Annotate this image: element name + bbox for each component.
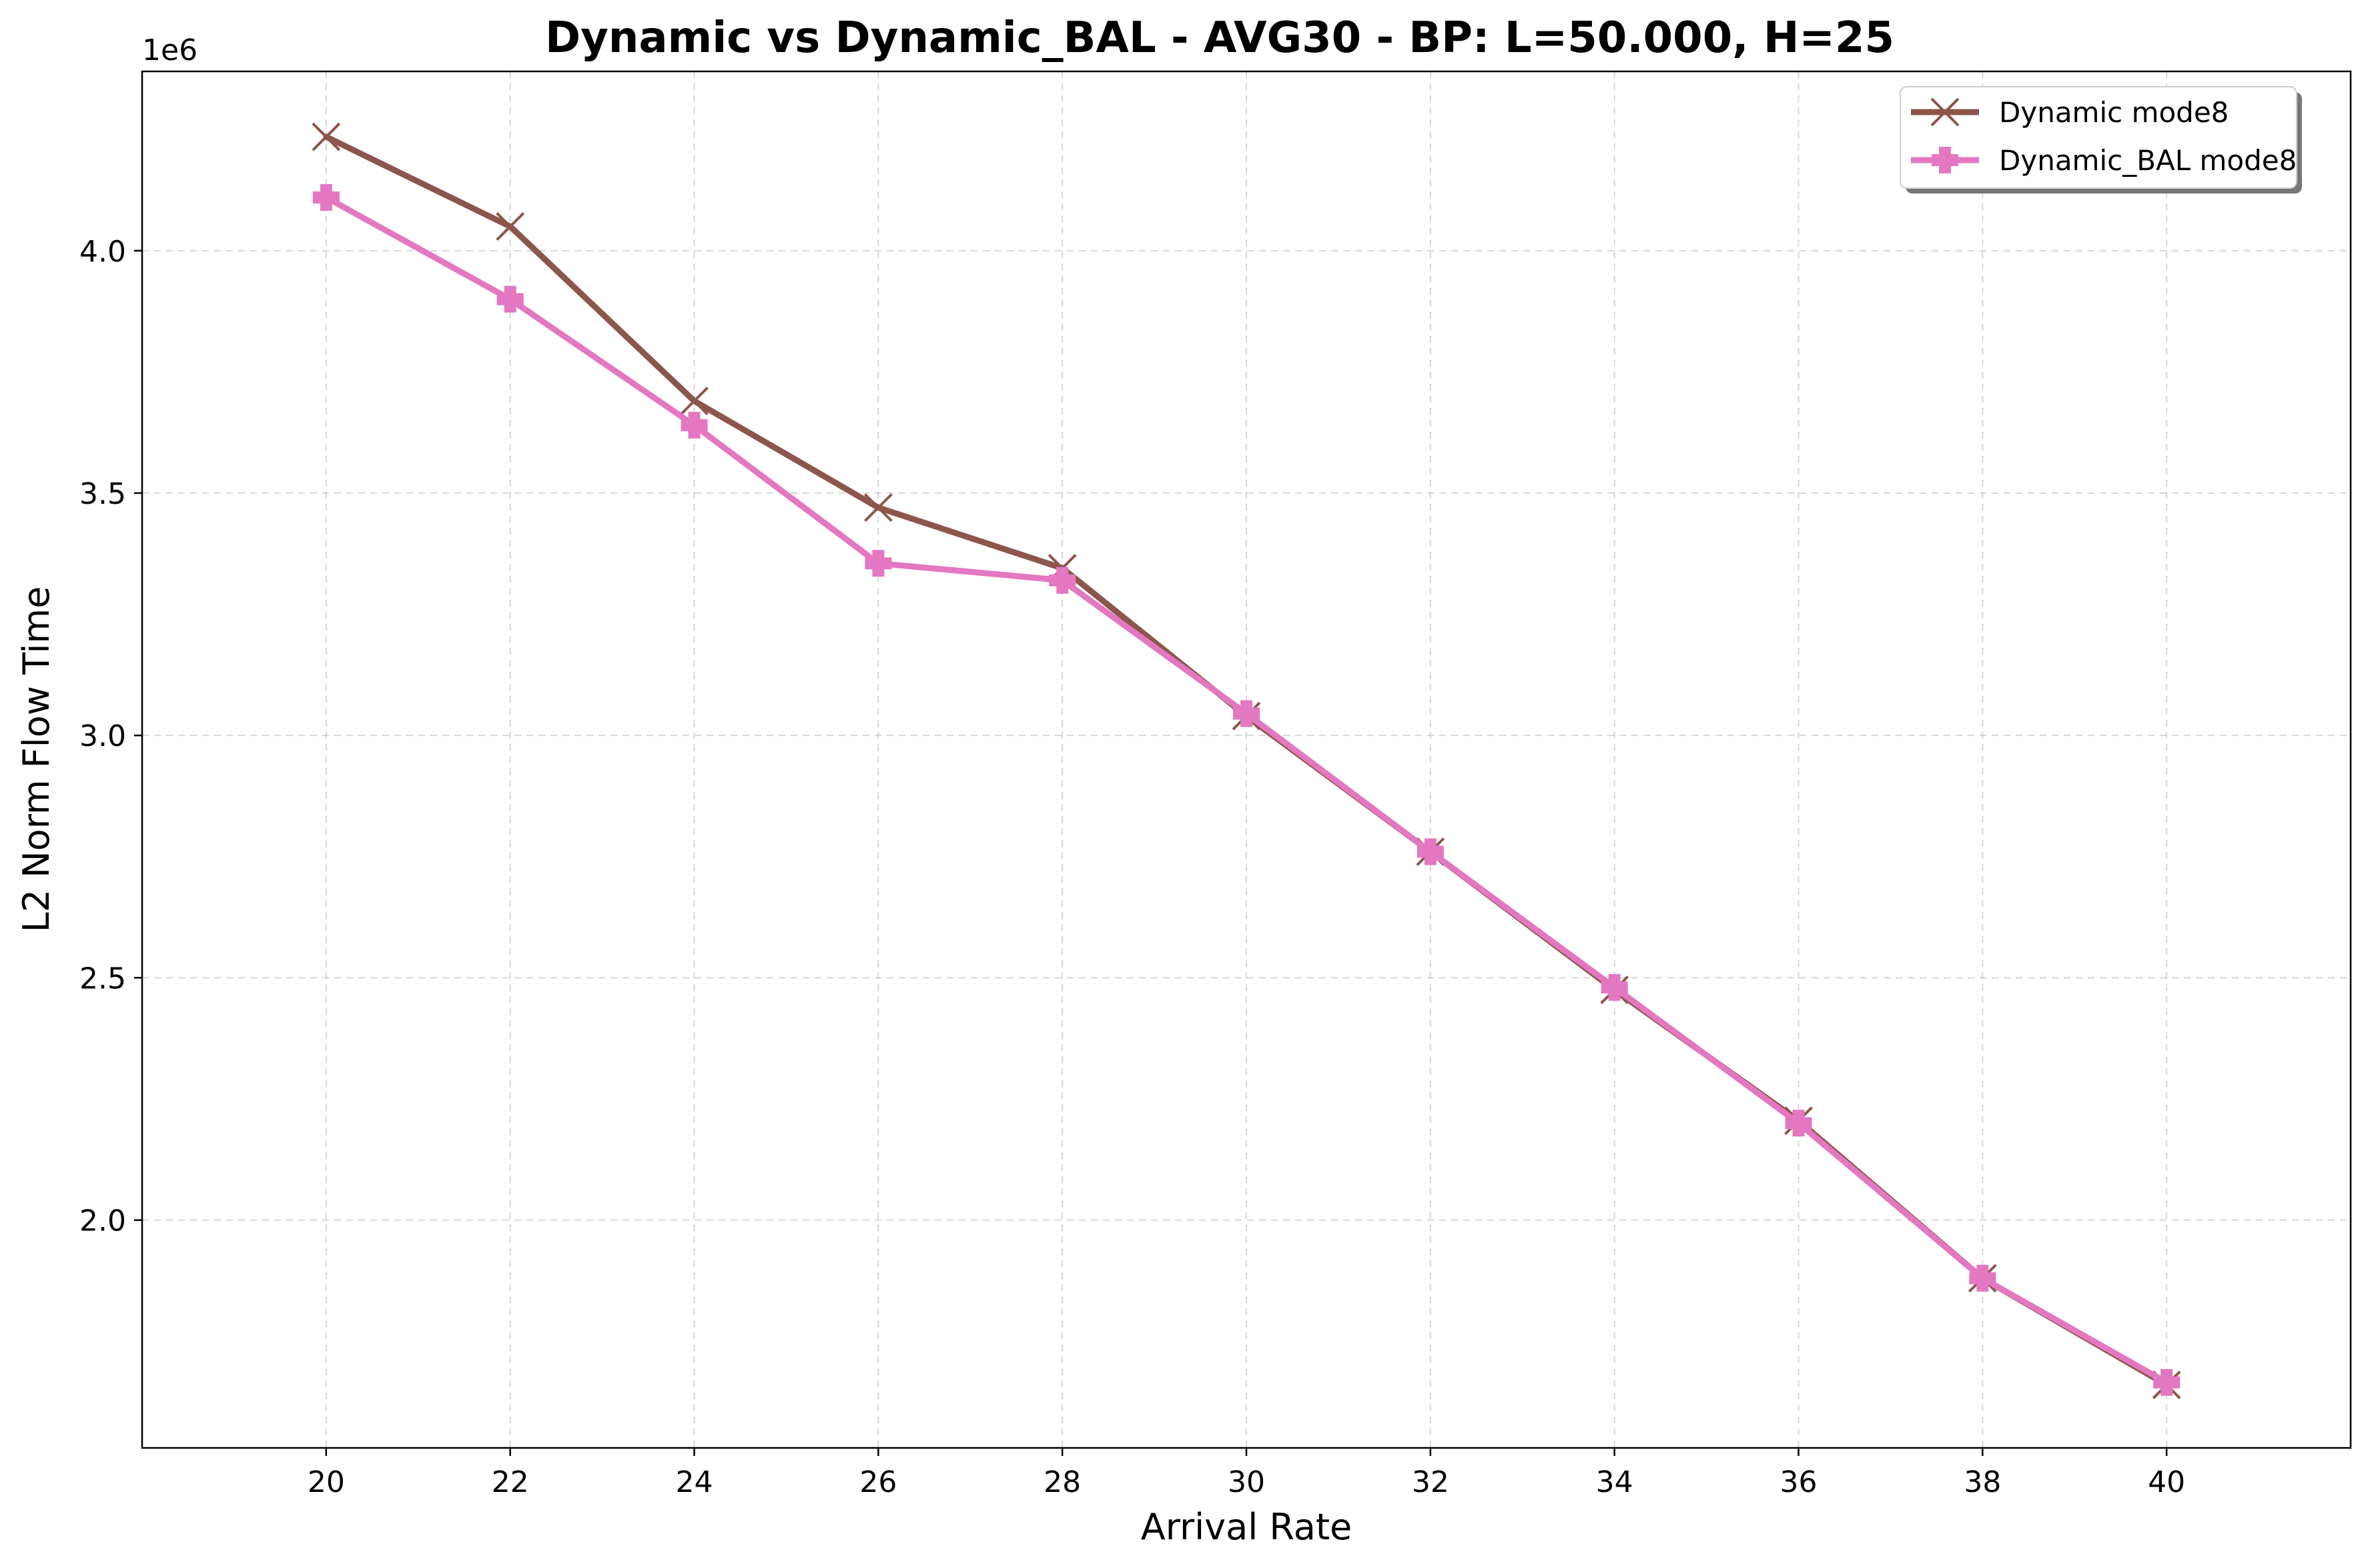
x-tick-label: 26 <box>859 1465 897 1499</box>
legend-item: Dynamic mode8 <box>1911 96 2229 129</box>
x-axis: 20 22 24 26 28 30 32 34 36 38 40 <box>308 1448 2185 1499</box>
y-tick-label: 2.5 <box>79 961 126 996</box>
x-tick-label: 34 <box>1596 1465 1633 1499</box>
data-point <box>496 212 525 241</box>
data-point <box>496 286 524 313</box>
y-tick-label: 3.5 <box>79 477 126 511</box>
data-point <box>1233 700 1260 727</box>
data-point <box>865 550 892 577</box>
y-tick-label: 4.0 <box>79 235 126 269</box>
data-point <box>1049 566 1076 594</box>
data-point <box>1417 838 1444 865</box>
x-tick-label: 20 <box>308 1465 345 1499</box>
legend-marker <box>1932 147 1958 173</box>
data-point <box>1969 1264 1996 1292</box>
x-tick-label: 28 <box>1044 1465 1081 1499</box>
x-tick-label: 30 <box>1228 1465 1265 1499</box>
legend-label: Dynamic_BAL mode8 <box>1999 144 2297 177</box>
x-tick-label: 24 <box>676 1465 713 1499</box>
legend-item: Dynamic_BAL mode8 <box>1911 144 2297 177</box>
x-tick-label: 36 <box>1780 1465 1818 1499</box>
data-point <box>312 183 340 211</box>
data-point <box>1601 973 1628 1001</box>
legend-box <box>1900 86 2297 189</box>
x-axis-label: Arrival Rate <box>1141 1506 1352 1548</box>
data-point <box>1785 1110 1812 1137</box>
data-point <box>681 412 708 439</box>
chart-title: Dynamic vs Dynamic_BAL - AVG30 - BP: L=5… <box>545 13 1894 63</box>
y-offset-label: 1e6 <box>142 33 198 67</box>
x-tick-label: 32 <box>1412 1465 1449 1499</box>
legend: Dynamic mode8 Dynamic_BAL mode8 <box>1900 86 2302 193</box>
x-tick-label: 22 <box>492 1465 529 1499</box>
y-tick-label: 2.0 <box>79 1204 126 1238</box>
x-tick-label: 38 <box>1964 1465 2001 1499</box>
legend-marker <box>1930 97 1960 127</box>
data-point <box>863 493 893 522</box>
data-point <box>2153 1368 2181 1396</box>
data-point <box>680 386 709 416</box>
series-layer <box>312 122 2181 1399</box>
grid-lines <box>142 71 2351 1448</box>
legend-label: Dynamic mode8 <box>1999 96 2229 129</box>
data-point <box>312 122 341 151</box>
series-2 <box>312 183 2181 1396</box>
x-tick-label: 40 <box>2148 1465 2185 1499</box>
y-axis: 2.0 2.5 3.0 3.5 4.0 <box>79 235 142 1238</box>
y-tick-label: 3.0 <box>79 719 126 753</box>
y-axis-label: L2 Norm Flow Time <box>15 586 57 933</box>
